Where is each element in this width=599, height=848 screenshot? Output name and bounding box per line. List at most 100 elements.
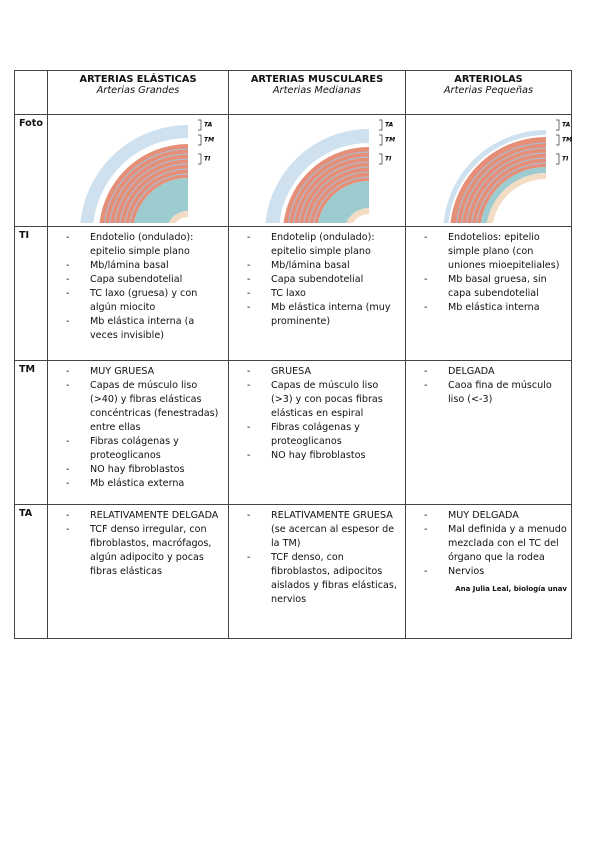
table-body: FotoTATMTITATMTITATMTITIEndotelio (ondul… (14, 114, 572, 639)
bullet-list: Endotelio (ondulado): epitelio simple pl… (52, 231, 224, 343)
bullet-item: Nervios (410, 565, 567, 579)
fiber (475, 162, 547, 234)
row-label: TA (14, 504, 48, 639)
layer-label: TM (204, 137, 214, 144)
data-row: TMMUY GRUESACapas de músculo liso (>40) … (14, 360, 572, 505)
bullet-item: TCF denso, con fibroblastos, adipocitos … (233, 551, 401, 607)
fiber (108, 153, 189, 234)
fiber (292, 156, 370, 234)
bullet-item: TC laxo (233, 287, 401, 301)
bullet-item: Capas de músculo liso (>40) y fibras elá… (52, 379, 224, 435)
bullet-item: DELGADA (410, 365, 567, 379)
media (99, 144, 188, 233)
column-subtitle: Arterias Grandes (96, 85, 180, 96)
column-header: ARTERIOLAS Arterias Pequeñas (405, 70, 572, 115)
row-label: Foto (14, 114, 48, 227)
photo-cell: TA TM TI (47, 114, 229, 234)
intima (480, 167, 546, 233)
fiber (455, 142, 547, 234)
bullet-item: NO hay fibroblastos (52, 463, 224, 477)
data-cell: MUY DELGADAMal definida y a menudo mezcl… (405, 504, 572, 639)
bullet-item: Endotelios: epitelio simple plano (con u… (410, 231, 567, 273)
bullet-item: Mb elástica interna (a veces invisible) (52, 315, 224, 343)
fiber (307, 171, 370, 234)
photo-row: Foto TA TM TI TA TM TI TA TM TI (14, 114, 572, 234)
bullet-item: Caoa fina de músculo liso (<-3) (410, 379, 567, 407)
media (450, 137, 546, 233)
bracket (556, 134, 560, 146)
bracket (198, 134, 202, 146)
bullet-item: RELATIVAMENTE GRUESA (se acercan al espe… (233, 509, 401, 551)
fiber (302, 166, 370, 234)
bullet-item: RELATIVAMENTE DELGADA (52, 509, 224, 523)
fiber (128, 173, 189, 234)
photo-cell: TA TM TI (405, 114, 572, 234)
adventitia (80, 125, 188, 233)
bullet-item: Capas de músculo liso (>3) y con pocas f… (233, 379, 401, 421)
vessel-illustration: TA TM TI (443, 119, 572, 234)
bullet-item: Capa subendotelial (52, 273, 224, 287)
bullet-item: Mb elástica externa (52, 477, 224, 491)
bullet-list: MUY DELGADAMal definida y a menudo mezcl… (410, 509, 567, 579)
fiber (287, 151, 370, 234)
vessel-illustration: TA TM TI (265, 119, 395, 234)
fiber (118, 163, 189, 234)
bracket (556, 153, 560, 165)
comparison-table: ARTERIAS ELÁSTICAS Arterias Grandes ARTERI… (14, 70, 572, 639)
data-row: TARELATIVAMENTE DELGADATCF denso irregul… (14, 504, 572, 639)
fiber (312, 176, 370, 234)
layer-label: TM (385, 137, 395, 144)
data-cell: RELATIVAMENTE DELGADATCF denso irregular… (47, 504, 229, 639)
layer-label: TA (385, 122, 394, 129)
bullet-item: Mb elástica interna (410, 301, 567, 315)
intima (133, 178, 188, 233)
column-title: ARTERIAS MUSCULARES (250, 74, 384, 85)
bullet-item: Mb basal gruesa, sin capa subendotelial (410, 273, 567, 301)
bullet-item: Mb/lámina basal (233, 259, 401, 273)
fiber (123, 168, 189, 234)
bracket (379, 119, 383, 131)
vessel-illustration: TA TM TI (80, 119, 214, 234)
bullet-item: Fibras colágenas y proteoglicanos (233, 421, 401, 449)
column-header: ARTERIAS ELÁSTICAS Arterias Grandes (47, 70, 229, 115)
data-row: TIEndotelio (ondulado): epitelio simple … (14, 226, 572, 361)
layer-label: TA (204, 122, 213, 129)
row-label: TI (14, 226, 48, 361)
bullet-list: Endotelip (ondulado): epitelio simple pl… (233, 231, 401, 329)
column-subtitle: Arterias Medianas (272, 85, 362, 96)
bullet-item: GRUESA (233, 365, 401, 379)
bracket (198, 119, 202, 131)
bullet-item: Mb/lámina basal (52, 259, 224, 273)
intima (317, 181, 369, 233)
bullet-item: NO hay fibroblastos (233, 449, 401, 463)
bullet-item: Mal definida y a menudo mezclada con el … (410, 523, 567, 565)
bullet-item: TCF denso irregular, con fibroblastos, m… (52, 523, 224, 579)
bullet-item: Mb elástica interna (muy prominente) (233, 301, 401, 329)
column-title: ARTERIAS ELÁSTICAS (79, 74, 197, 85)
photo-cell: TA TM TI (228, 114, 406, 234)
bracket (379, 153, 383, 165)
bullet-item: MUY GRUESA (52, 365, 224, 379)
data-cell: MUY GRUESACapas de músculo liso (>40) y … (47, 360, 229, 505)
bullet-item: Endotelip (ondulado): epitelio simple pl… (233, 231, 401, 259)
fiber (460, 147, 547, 234)
data-cell: Endotelios: epitelio simple plano (con u… (405, 226, 572, 361)
data-cell: GRUESACapas de músculo liso (>3) y con p… (228, 360, 406, 505)
row-label: TM (14, 360, 48, 505)
credit: Ana Julia Leal, biología unav (455, 585, 567, 593)
header-row: ARTERIAS ELÁSTICAS Arterias Grandes ARTERI… (14, 70, 572, 115)
column-header: ARTERIAS MUSCULARES Arterias Medianas (228, 70, 406, 115)
bullet-item: Fibras colágenas y proteoglicanos (52, 435, 224, 463)
data-cell: Endotelio (ondulado): epitelio simple pl… (47, 226, 229, 361)
bullet-item: Capa subendotelial (233, 273, 401, 287)
fiber (465, 152, 547, 234)
adventitia (265, 129, 369, 233)
layer-label: TI (204, 156, 211, 163)
bracket (556, 119, 560, 131)
bullet-list: MUY GRUESACapas de músculo liso (>40) y … (52, 365, 224, 491)
bullet-list: Endotelios: epitelio simple plano (con u… (410, 231, 567, 315)
layer-label: TA (562, 122, 571, 129)
bullet-item: TC laxo (gruesa) y con algún miocito (52, 287, 224, 315)
bracket (379, 134, 383, 146)
